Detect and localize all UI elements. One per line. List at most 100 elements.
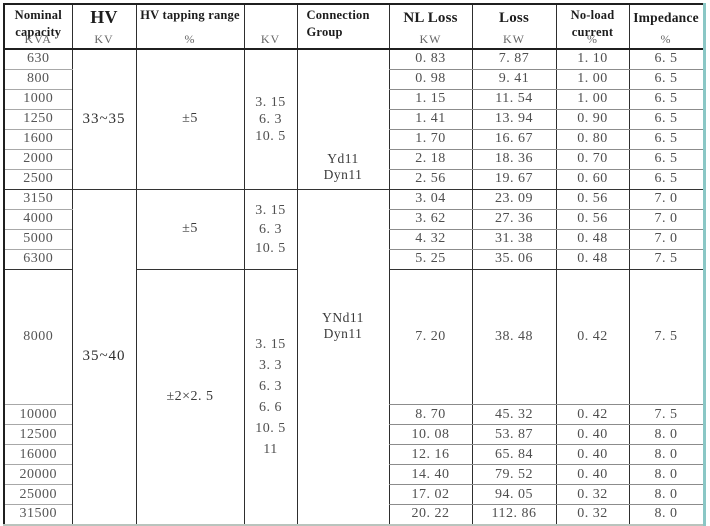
header-title: Loss [499,10,529,26]
capacity-cell: 1250 [4,109,72,130]
header-tapping: HV tapping range% [135,4,244,50]
connection-group-value: Dyn11 [323,325,363,341]
header-unit: % [587,32,598,46]
nl-loss-cell: 5. 25 [388,249,472,270]
no-load-current-cell: 0. 90 [555,109,629,130]
impedance-cell: 7. 5 [628,404,704,425]
loss-cell: 23. 09 [471,189,556,210]
no-load-current-cell: 0. 40 [555,464,629,485]
impedance-cell: 6. 5 [628,129,704,150]
tapping-range-value: ±2×2. 5 [166,388,214,404]
no-load-current-cell: 0. 48 [555,229,629,250]
capacity-cell: 20000 [4,464,72,485]
capacity-cell: 6300 [4,249,72,270]
loss-cell: 94. 05 [471,484,556,505]
capacity-cell: 25000 [4,484,72,505]
loss-cell: 112. 86 [471,504,556,525]
loss-cell: 65. 84 [471,444,556,465]
lv-voltage-value: 3. 15 [255,202,286,218]
header-title: NL Loss [403,10,458,26]
nl-loss-cell: 10. 08 [388,424,472,445]
capacity-cell: 1600 [4,129,72,150]
capacity-cell: 4000 [4,209,72,230]
table-row: 5000 4. 32 31. 38 0. 48 7. 0 [4,229,704,250]
header-title: Nominal [14,8,62,22]
nl-loss-cell: 2. 56 [388,169,472,190]
capacity-cell: 5000 [4,229,72,250]
impedance-cell: 8. 0 [628,504,704,525]
table-row: 2500 2. 56 19. 67 0. 60 6. 5 [4,169,704,190]
loss-cell: 45. 32 [471,404,556,425]
header-nl_loss: NL Loss KW [388,4,472,50]
lv-voltage-cell: 3. 15 6. 3 10. 5 [243,189,297,270]
lv-voltage-value: 10. 5 [255,420,286,436]
loss-cell: 38. 48 [471,269,556,405]
table-body: 630 33~35 ±5 3. 15 6. 3 10. 5 Yd11 Dyn11 0. 83 7.… [4,49,704,525]
impedance-cell: 6. 5 [628,169,704,190]
tapping-range-cell: ±5 [135,49,244,190]
table-header: Nominal capacity KVA HV KV HV tapping range% K… [4,4,704,50]
capacity-cell: 8000 [4,269,72,405]
transformer-spec-table: Nominal capacity KVA HV KV HV tapping range% K… [3,3,706,526]
connection-group-cell: Yd11 Dyn11 [296,49,389,190]
header-no_load: No-load current% [555,4,629,50]
capacity-cell: 31500 [4,504,72,525]
capacity-cell: 12500 [4,424,72,445]
table-row: 1000 1. 15 11. 54 1. 00 6. 5 [4,89,704,110]
loss-cell: 53. 87 [471,424,556,445]
nl-loss-cell: 1. 41 [388,109,472,130]
nl-loss-cell: 3. 04 [388,189,472,210]
header-title: Group [306,25,343,39]
header-lv: KV [243,4,297,50]
lv-voltage-value: 6. 3 [259,378,282,394]
loss-cell: 79. 52 [471,464,556,485]
impedance-cell: 8. 0 [628,484,704,505]
capacity-cell: 10000 [4,404,72,425]
no-load-current-cell: 0. 42 [555,269,629,405]
loss-cell: 31. 38 [471,229,556,250]
table-row: 1600 1. 70 16. 67 0. 80 6. 5 [4,129,704,150]
loss-cell: 9. 41 [471,69,556,90]
lv-voltage-value: 3. 3 [259,357,282,373]
impedance-cell: 6. 5 [628,89,704,110]
header-loss: Loss KW [471,4,556,50]
loss-cell: 7. 87 [471,49,556,70]
header-unit: % [184,32,196,46]
header-unit: KVA [24,32,52,46]
header-title: HV [90,7,118,27]
loss-cell: 16. 67 [471,129,556,150]
no-load-current-cell: 1. 00 [555,89,629,110]
tapping-range-value: ±5 [182,111,198,127]
impedance-cell: 8. 0 [628,464,704,485]
header-title: current [571,25,614,39]
header-unit: KW [503,32,525,46]
nl-loss-cell: 1. 15 [388,89,472,110]
impedance-cell: 6. 5 [628,149,704,170]
tapping-range-cell: ±5 [135,189,244,270]
lv-voltage-cell: 3. 15 6. 3 10. 5 [243,49,297,190]
lv-voltage-value: 6. 3 [259,111,282,127]
impedance-cell: 7. 0 [628,229,704,250]
nl-loss-cell: 12. 16 [388,444,472,465]
capacity-cell: 16000 [4,444,72,465]
lv-voltage-value: 10. 5 [255,128,286,144]
no-load-current-cell: 0. 70 [555,149,629,170]
no-load-current-cell: 0. 40 [555,444,629,465]
impedance-cell: 7. 0 [628,189,704,210]
capacity-cell: 2500 [4,169,72,190]
loss-cell: 11. 54 [471,89,556,110]
nl-loss-cell: 8. 70 [388,404,472,425]
nl-loss-cell: 0. 98 [388,69,472,90]
nl-loss-cell: 0. 83 [388,49,472,70]
capacity-cell: 800 [4,69,72,90]
nl-loss-cell: 2. 18 [388,149,472,170]
impedance-cell: 7. 0 [628,209,704,230]
no-load-current-cell: 0. 60 [555,169,629,190]
hv-range-cell: 35~40 [71,189,136,525]
impedance-cell: 8. 0 [628,444,704,465]
no-load-current-cell: 0. 40 [555,424,629,445]
header-unit: % [660,32,672,46]
loss-cell: 35. 06 [471,249,556,270]
impedance-cell: 7. 5 [628,269,704,405]
